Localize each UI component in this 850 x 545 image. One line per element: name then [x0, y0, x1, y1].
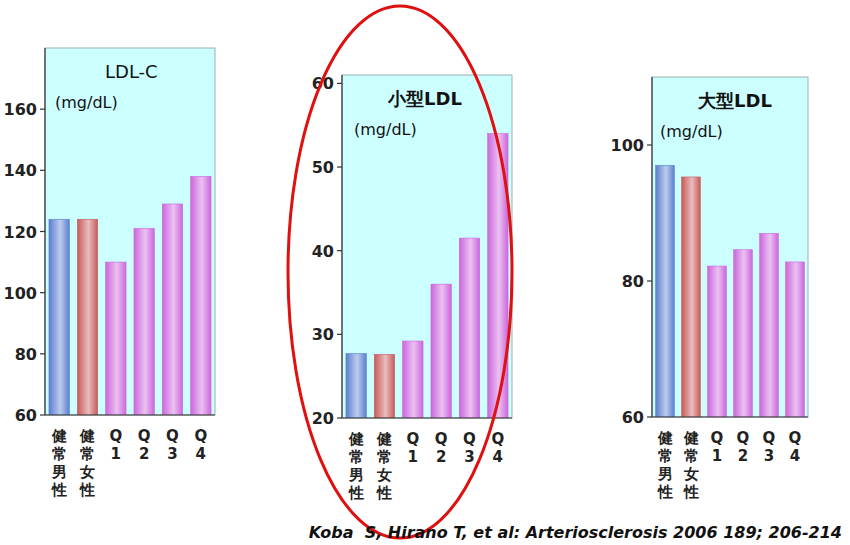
- tick-label: 30: [312, 325, 334, 344]
- tick: [647, 280, 652, 281]
- plot-area: [342, 75, 512, 418]
- bar: [134, 228, 154, 415]
- category-label: Q1: [406, 430, 419, 466]
- category-label: 健常女性: [79, 427, 95, 499]
- unit-label: (mg/dL): [660, 122, 723, 141]
- bars: [656, 165, 805, 417]
- category-label: Q1: [109, 427, 122, 463]
- bar: [162, 204, 182, 415]
- bar: [682, 177, 701, 417]
- bar: [760, 233, 779, 417]
- title: 大型LDL: [697, 90, 772, 111]
- category-label: Q1: [711, 429, 724, 465]
- unit-label: (mg/dL): [55, 93, 118, 112]
- category-label: 健常女性: [376, 430, 392, 502]
- category-label: Q2: [138, 427, 151, 463]
- title: LDL-C: [105, 61, 158, 82]
- category-label: Q2: [435, 430, 448, 466]
- tick-label: 40: [312, 242, 334, 261]
- tick-label: 20: [312, 409, 334, 428]
- bars: [346, 134, 508, 418]
- bar: [708, 266, 727, 417]
- bar: [77, 219, 97, 415]
- tick: [40, 170, 45, 171]
- category-label: Q4: [789, 429, 802, 465]
- plot-area: [45, 48, 215, 415]
- plot-area: [652, 77, 808, 417]
- x-axis: [45, 414, 215, 415]
- caption: Koba S, Hirano T, et al: Arteriosclerosi…: [309, 523, 842, 542]
- tick: [647, 416, 652, 417]
- bars: [49, 176, 211, 415]
- highlight-ellipse: [288, 6, 512, 538]
- tick-label: 60: [622, 408, 644, 427]
- category-label: 健常男性: [657, 429, 673, 501]
- tick-label: 50: [312, 158, 334, 177]
- x-axis: [652, 416, 808, 417]
- tick-label: 100: [611, 136, 644, 155]
- category-label: Q2: [737, 429, 750, 465]
- tick: [40, 414, 45, 415]
- panel: 60 80 100 大型LDL (mg/dL) 健常男性健常女性 Q1 Q2 Q3 Q4: [611, 77, 808, 501]
- bar: [191, 176, 211, 415]
- bar: [786, 262, 805, 417]
- bar: [374, 354, 394, 418]
- tick-label: 100: [4, 284, 37, 303]
- category-label: Q3: [463, 430, 476, 466]
- tick: [337, 166, 342, 167]
- bar: [734, 250, 753, 417]
- bar: [346, 354, 366, 418]
- bar: [431, 284, 451, 418]
- tick-label: 120: [4, 223, 37, 242]
- tick: [40, 109, 45, 110]
- tick: [40, 353, 45, 354]
- tick-label: 80: [622, 272, 644, 291]
- category-label: 健常男性: [348, 430, 364, 502]
- tick: [337, 417, 342, 418]
- category-label: Q3: [166, 427, 179, 463]
- bar: [403, 341, 423, 418]
- tick-label: 80: [15, 345, 37, 364]
- title: 小型LDL: [387, 88, 462, 109]
- tick: [40, 292, 45, 293]
- tick: [647, 144, 652, 145]
- panel: 60 80 100 120 140 160 LDL-C (mg/dL) 健常男性健常女性 Q1 Q2…: [4, 48, 215, 499]
- tick-label: 140: [4, 161, 37, 180]
- tick: [337, 250, 342, 251]
- category-label: 健常男性: [51, 427, 67, 499]
- tick: [40, 231, 45, 232]
- x-axis: [342, 417, 512, 418]
- tick-label: 160: [4, 100, 37, 119]
- category-label: Q4: [194, 427, 207, 463]
- tick-label: 60: [15, 406, 37, 425]
- y-axis: [341, 75, 342, 418]
- unit-label: (mg/dL): [354, 120, 417, 139]
- bar: [656, 165, 675, 417]
- tick: [337, 334, 342, 335]
- figure: 6080100120140160LDL-C(mg/dL)健常男性健常女性Q1Q2…: [0, 0, 850, 545]
- bar: [459, 238, 479, 418]
- bar: [49, 219, 69, 415]
- category-label: 健常女性: [683, 429, 699, 501]
- y-axis: [651, 77, 652, 417]
- bar: [106, 262, 126, 415]
- category-label: Q3: [763, 429, 776, 465]
- tick: [337, 83, 342, 84]
- category-label: Q4: [491, 430, 504, 466]
- panel: 2030405060小型LDL(mg/dL)健常男性健常女性Q1Q2Q3Q4: [312, 74, 512, 502]
